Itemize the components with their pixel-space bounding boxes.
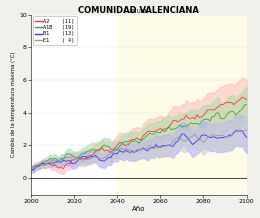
- Legend: A2    (11), A1B   (19), B1    (13), E1    ( 4): A2 (11), A1B (19), B1 (13), E1 ( 4): [32, 16, 77, 45]
- Y-axis label: Cambio de la temperatura máxima (°C): Cambio de la temperatura máxima (°C): [11, 52, 16, 157]
- Text: ANUAL: ANUAL: [129, 9, 149, 14]
- Bar: [117, 15, 247, 194]
- X-axis label: Año: Año: [132, 206, 146, 213]
- Title: COMUNIDAD VALENCIANA: COMUNIDAD VALENCIANA: [78, 5, 199, 15]
